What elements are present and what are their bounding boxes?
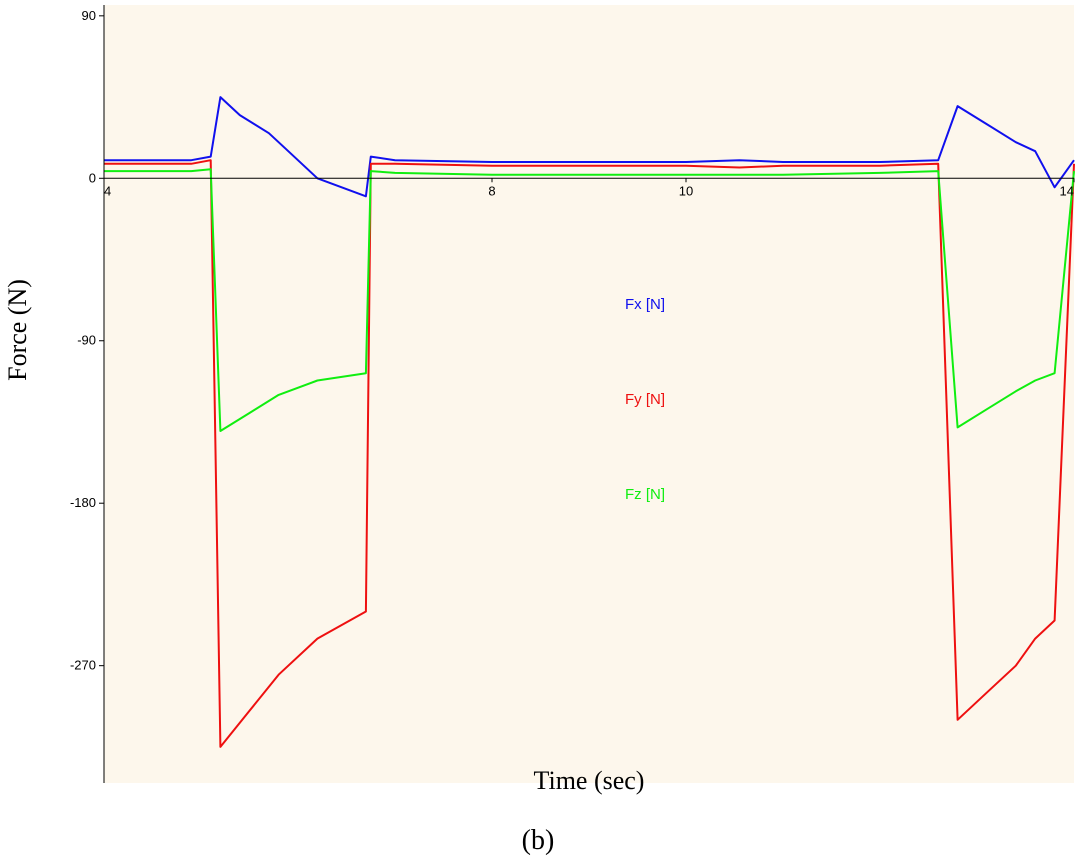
y-tick-labels: 90 0 -90 -180 -270 (70, 8, 104, 673)
y-tick-label: -270 (70, 658, 96, 673)
x-axis-title: Time (sec) (534, 766, 645, 795)
y-tick-label: 90 (82, 8, 96, 23)
legend-entry: Fz [N] (625, 486, 665, 503)
y-tick-label: -180 (70, 495, 96, 510)
x-tick-label: 14 (1060, 183, 1074, 198)
series-line-2 (104, 168, 1075, 432)
legend-entry: Fx [N] (625, 296, 665, 313)
y-axis-title: Force (N) (3, 279, 32, 381)
figure-caption: (b) (522, 825, 555, 856)
x-tick-label: 8 (488, 183, 495, 198)
plot-area (104, 5, 1074, 783)
series-layer (104, 96, 1075, 748)
y-tick-label: 0 (89, 170, 96, 185)
axis-layer (103, 5, 1074, 783)
x-tick-label: 10 (679, 183, 693, 198)
series-line-0 (104, 96, 1075, 198)
x-tick-label: 4 (104, 183, 111, 198)
y-tick-label: -90 (77, 333, 96, 348)
series-line-1 (104, 159, 1075, 748)
legend: Fx [N] Fy [N] Fz [N] (625, 296, 665, 503)
legend-entry: Fy [N] (625, 391, 665, 408)
x-tick-labels: 4 8 10 14 (103, 178, 1075, 198)
